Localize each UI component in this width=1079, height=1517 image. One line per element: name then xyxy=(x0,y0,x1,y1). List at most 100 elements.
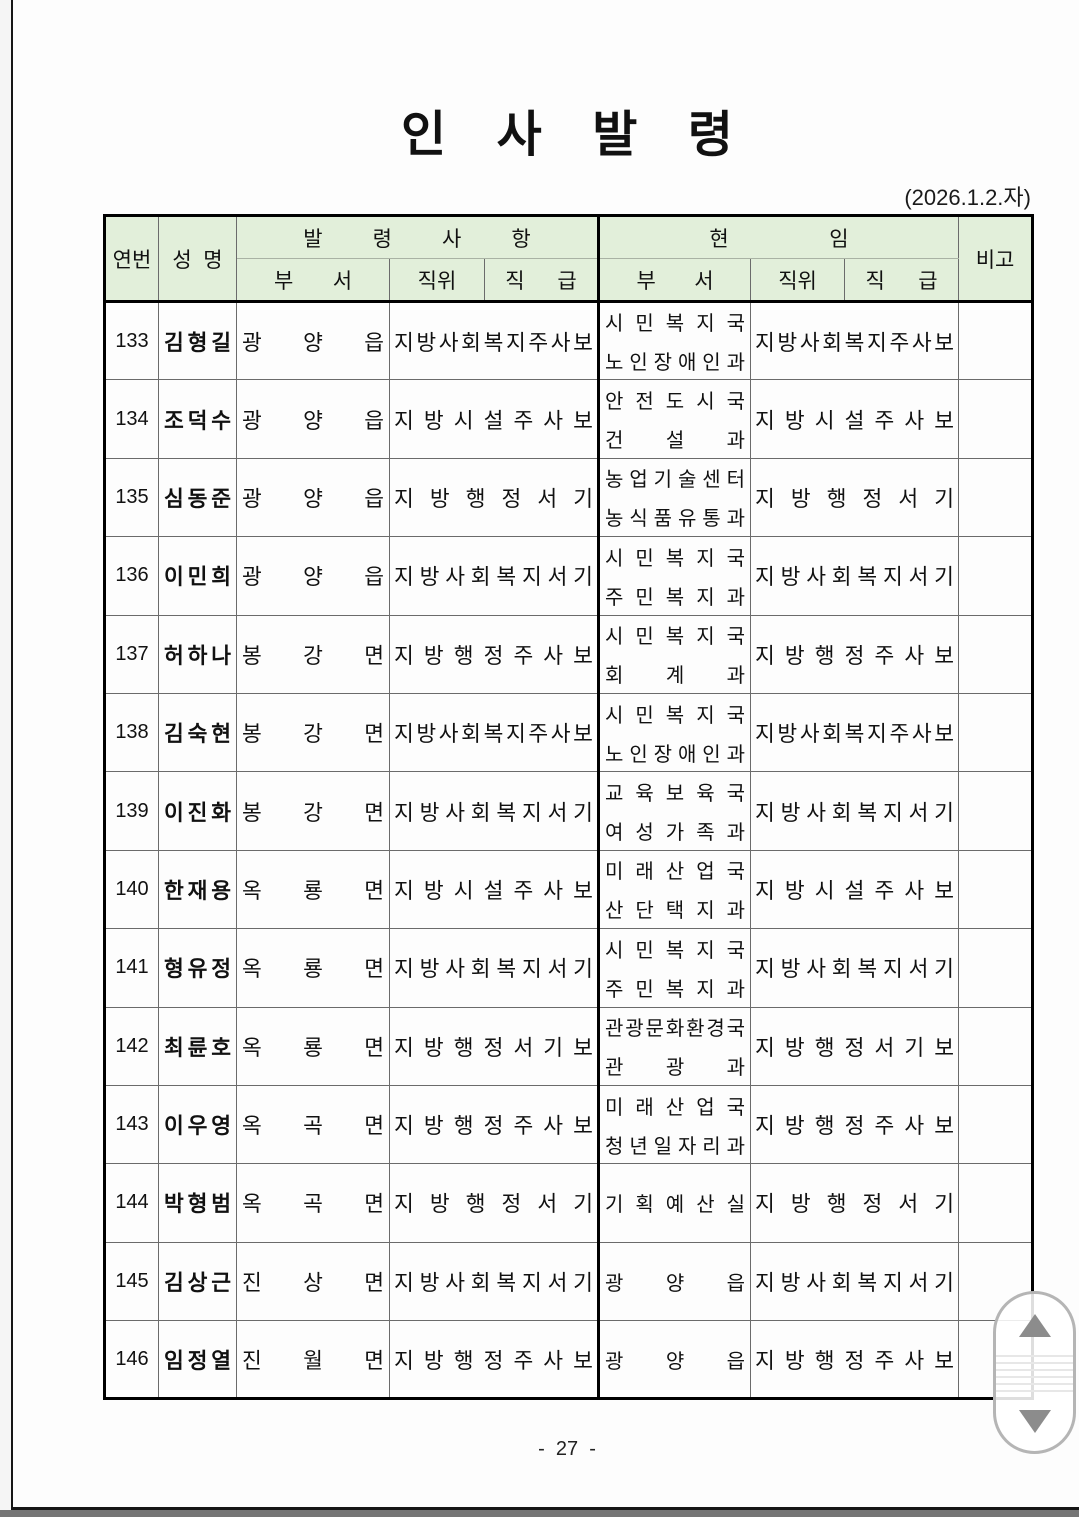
page-bottom-bar xyxy=(0,1510,1079,1517)
row-no-cell: 133 xyxy=(104,300,159,381)
triangle-up-icon xyxy=(1018,1314,1051,1337)
scroll-down-button[interactable] xyxy=(996,1410,1073,1433)
note-cell xyxy=(958,379,1034,459)
note-cell xyxy=(958,614,1034,694)
scroll-control[interactable] xyxy=(993,1291,1076,1454)
note-cell xyxy=(958,849,1034,930)
row-no-cell: 142 xyxy=(104,1006,159,1086)
note-cell xyxy=(958,692,1034,773)
col-header-note: 비고 xyxy=(958,215,1034,303)
scroll-up-button[interactable] xyxy=(996,1314,1073,1337)
col-header-new-position: 직위 xyxy=(389,258,485,303)
note-cell xyxy=(958,457,1034,538)
scroll-wheel-handle[interactable] xyxy=(996,1355,1073,1392)
row-no-cell: 136 xyxy=(104,536,159,616)
row-no-cell: 137 xyxy=(104,614,159,694)
row-no-cell: 144 xyxy=(104,1163,159,1243)
note-cell xyxy=(958,1006,1034,1086)
